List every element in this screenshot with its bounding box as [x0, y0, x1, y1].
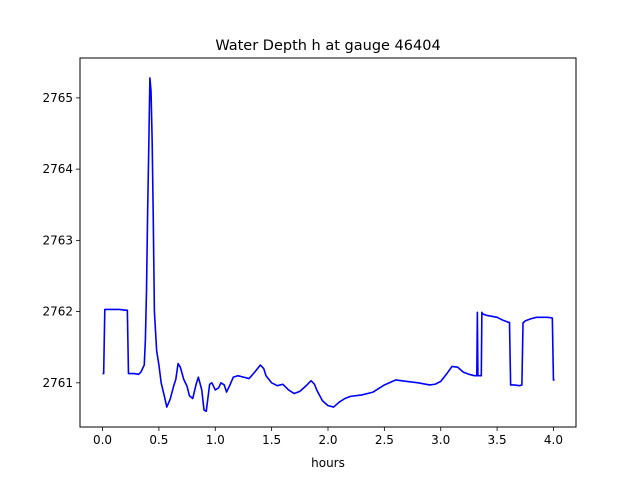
y-tick-label: 2764 [42, 162, 73, 176]
x-tick-label: 4.0 [544, 433, 563, 447]
y-axis-ticks: 2761 2762 2763 2764 2765 [42, 91, 80, 390]
x-tick-label: 3.0 [431, 433, 450, 447]
y-tick-label: 2762 [42, 305, 73, 319]
series-layer [102, 77, 555, 413]
x-axis-ticks: 0.0 0.5 1.0 1.5 2.0 2.5 3.0 3.5 4.0 [93, 427, 563, 447]
y-tick-label: 2761 [42, 376, 73, 390]
series-line-0 [102, 77, 555, 413]
x-tick-label: 0.0 [93, 433, 112, 447]
x-tick-label: 0.5 [149, 433, 168, 447]
x-tick-label: 3.5 [488, 433, 507, 447]
chart-title: Water Depth h at gauge 46404 [215, 38, 440, 54]
x-axis-label: hours [311, 456, 345, 470]
x-tick-label: 1.0 [206, 433, 225, 447]
y-tick-label: 2765 [42, 91, 73, 105]
x-tick-label: 1.5 [262, 433, 281, 447]
x-tick-label: 2.5 [375, 433, 394, 447]
y-tick-label: 2763 [42, 233, 73, 247]
x-tick-label: 2.0 [318, 433, 337, 447]
